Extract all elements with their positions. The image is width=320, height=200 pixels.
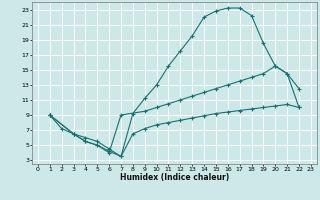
X-axis label: Humidex (Indice chaleur): Humidex (Indice chaleur)	[120, 173, 229, 182]
